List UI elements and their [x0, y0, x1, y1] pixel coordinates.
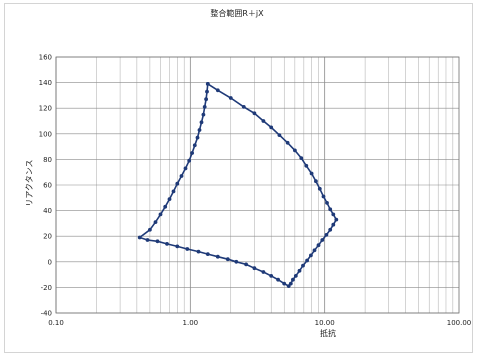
x-axis-title: 抵抗 — [320, 328, 336, 338]
x-tick-label: 10.00 — [315, 319, 335, 327]
data-point — [183, 166, 188, 171]
data-point — [269, 125, 274, 130]
data-point — [148, 227, 152, 232]
data-point — [185, 247, 190, 251]
y-tick-label: -20 — [41, 284, 52, 292]
data-point — [334, 217, 339, 222]
series-group — [137, 82, 339, 288]
data-point — [288, 281, 293, 286]
data-point — [244, 262, 249, 267]
data-point — [190, 151, 195, 155]
data-point — [314, 179, 318, 184]
y-tick-label: 60 — [43, 182, 52, 190]
y-tick-label: 0 — [48, 258, 52, 266]
data-point — [205, 252, 210, 256]
data-point — [196, 249, 201, 254]
data-point — [277, 133, 282, 138]
data-point — [316, 243, 321, 248]
data-point — [192, 143, 197, 148]
data-point — [285, 140, 290, 145]
data-point — [309, 171, 314, 176]
data-point — [187, 158, 192, 163]
data-point — [328, 207, 333, 212]
data-point — [163, 204, 168, 209]
data-point — [195, 135, 200, 140]
data-point — [261, 119, 266, 123]
data-point — [293, 148, 297, 153]
data-point — [228, 96, 233, 100]
data-point — [301, 263, 305, 268]
data-point — [317, 186, 322, 191]
data-point — [137, 235, 142, 240]
data-point — [215, 88, 220, 93]
data-point — [225, 257, 230, 262]
chart-title: 整合範囲R＋jX — [210, 8, 264, 18]
data-point — [320, 238, 325, 242]
y-axis-ticks: -40 -20 0 20 40 60 80 100 120 140 160 — [39, 54, 52, 318]
data-point — [325, 201, 329, 205]
x-tick-label: 100.00 — [447, 319, 472, 327]
data-point — [234, 259, 239, 264]
data-point — [299, 156, 304, 161]
data-point — [153, 220, 158, 225]
data-point — [241, 105, 246, 109]
data-point — [309, 253, 313, 258]
data-point — [297, 268, 302, 273]
y-tick-label: -40 — [41, 310, 52, 318]
data-point — [331, 212, 336, 217]
data-point — [286, 284, 291, 288]
data-point — [312, 248, 317, 253]
plot-border — [55, 56, 460, 314]
y-tick-label: 120 — [39, 105, 52, 113]
data-point — [145, 238, 150, 242]
x-axis-ticks: 0.10 1.00 10.00 100.00 — [48, 319, 471, 327]
data-point — [155, 239, 160, 244]
data-point — [204, 97, 209, 102]
data-point — [324, 233, 329, 237]
data-point — [202, 105, 207, 109]
data-point — [205, 89, 209, 94]
data-point — [331, 222, 336, 227]
y-tick-label: 160 — [39, 54, 52, 62]
data-point — [215, 254, 220, 259]
data-point — [205, 82, 210, 86]
y-tick-label: 40 — [43, 207, 52, 215]
x-tick-label: 0.10 — [48, 319, 64, 327]
data-point — [199, 120, 204, 125]
data-point — [197, 128, 202, 132]
data-point — [304, 163, 309, 168]
data-point — [282, 281, 287, 286]
data-point — [293, 274, 298, 278]
data-point — [179, 174, 184, 178]
data-point — [276, 277, 280, 282]
data-point — [171, 189, 176, 194]
data-point — [321, 194, 326, 199]
data-point — [261, 270, 266, 274]
data-point — [175, 181, 180, 186]
data-point — [291, 277, 295, 282]
x-tick-label: 1.00 — [183, 319, 199, 327]
data-point — [305, 258, 309, 263]
y-tick-label: 140 — [39, 79, 52, 87]
y-tick-label: 80 — [43, 156, 52, 164]
data-point — [158, 212, 163, 217]
data-point — [252, 111, 257, 116]
data-point — [252, 266, 257, 271]
y-tick-label: 100 — [39, 130, 52, 138]
y-axis-title: リアクタンス — [25, 159, 34, 206]
data-point — [165, 242, 169, 246]
data-point — [328, 227, 333, 232]
data-point — [167, 197, 172, 202]
data-point — [269, 274, 274, 278]
y-tick-label: 20 — [43, 233, 52, 241]
data-point — [201, 112, 206, 117]
data-point — [175, 244, 180, 249]
